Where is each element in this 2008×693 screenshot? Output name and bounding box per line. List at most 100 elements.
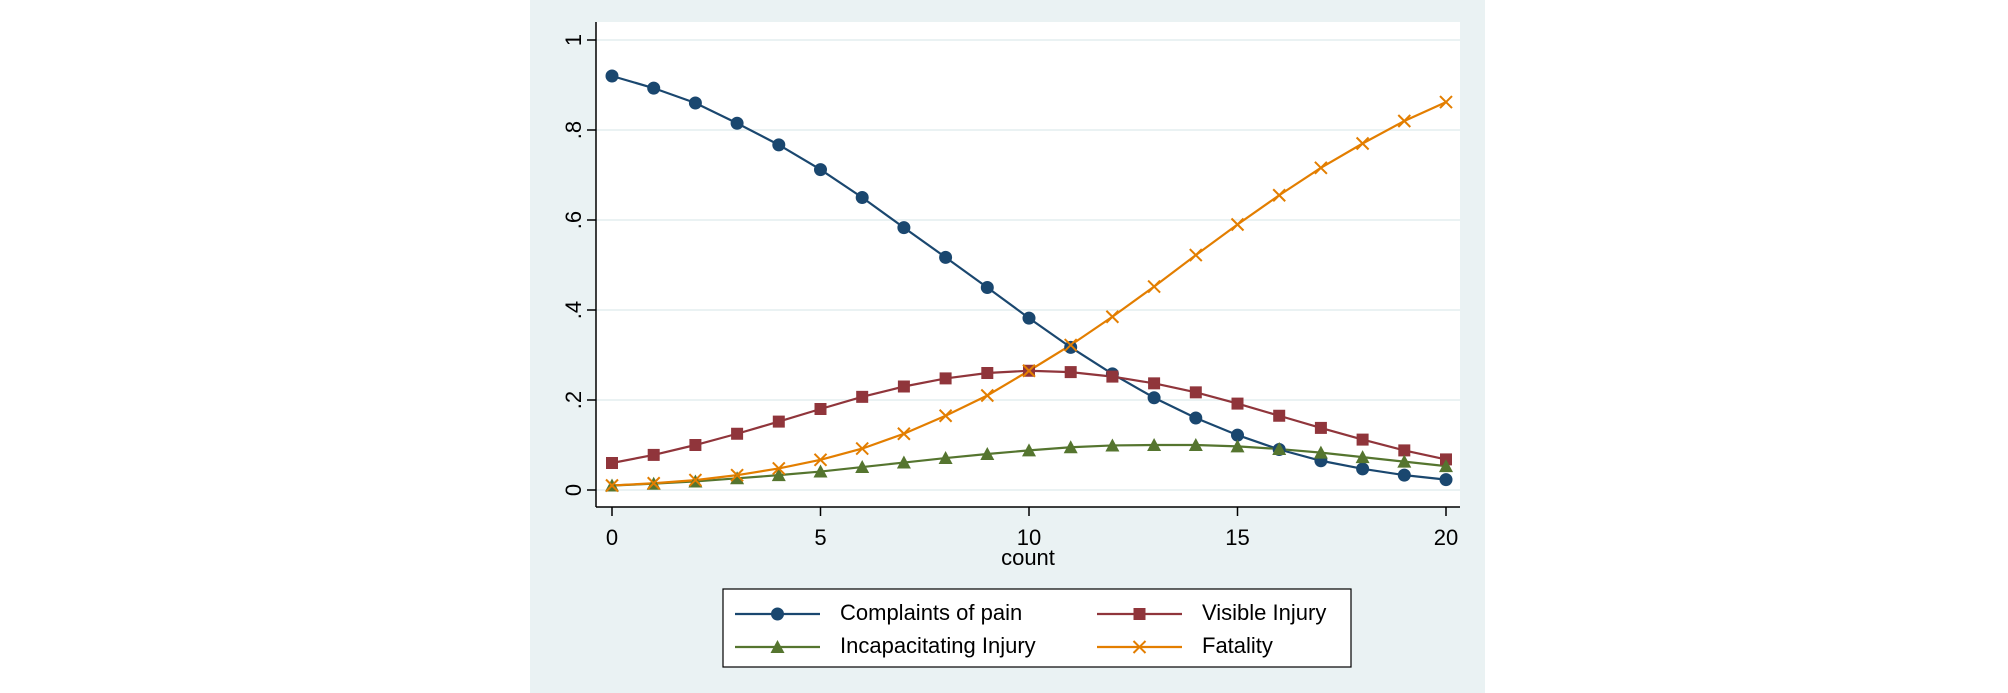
series-layer bbox=[605, 69, 1453, 493]
markers-visible-injury bbox=[606, 364, 1452, 469]
point-fatality-6 bbox=[855, 441, 869, 456]
point-fatality-19-stroke-b bbox=[1397, 114, 1412, 128]
point-incapacitating-injury-8 bbox=[938, 451, 953, 465]
point-fatality-0-stroke-b bbox=[605, 478, 619, 493]
point-visible-injury-8 bbox=[939, 372, 952, 385]
legend: Complaints of pain Visible Injury Incapaci… bbox=[722, 588, 1352, 668]
legend-item-visible-injury: Visible Injury bbox=[1097, 600, 1326, 625]
point-fatality-12 bbox=[1105, 310, 1120, 324]
y-tick-label-2: .4 bbox=[561, 301, 586, 319]
point-fatality-10 bbox=[1022, 364, 1036, 378]
point-incapacitating-injury-11 bbox=[1063, 440, 1078, 454]
point-visible-injury-0 bbox=[606, 457, 618, 469]
legend-marker-visible-injury bbox=[1133, 608, 1146, 620]
point-fatality-19 bbox=[1397, 114, 1412, 128]
point-visible-injury-18 bbox=[1356, 433, 1369, 446]
legend-box bbox=[722, 588, 1352, 668]
x-tick-label-2: 10 bbox=[1017, 525, 1041, 550]
axes: 0.2.4.6.810 5 10 15 20 bbox=[561, 22, 1460, 550]
legend-item-fatality: Fatality bbox=[1097, 633, 1273, 658]
markers-complaints-of-pain bbox=[605, 69, 1453, 487]
point-fatality-17-stroke-b bbox=[1314, 161, 1328, 175]
point-fatality-8 bbox=[938, 409, 953, 423]
gridlines bbox=[596, 39, 1460, 491]
point-complaints-of-pain-9 bbox=[980, 281, 994, 294]
point-complaints-of-pain-13 bbox=[1147, 391, 1161, 405]
point-visible-injury-5 bbox=[814, 403, 827, 415]
point-fatality-11 bbox=[1063, 338, 1078, 352]
point-fatality-5 bbox=[813, 453, 828, 467]
point-fatality-1-stroke-b bbox=[646, 476, 661, 490]
point-incapacitating-injury-10 bbox=[1022, 443, 1036, 457]
point-incapacitating-injury-6 bbox=[855, 460, 870, 474]
point-complaints-of-pain-14 bbox=[1189, 411, 1203, 425]
point-visible-injury-14 bbox=[1189, 386, 1202, 399]
point-complaints-of-pain-7 bbox=[897, 221, 911, 235]
point-fatality-10-stroke-b bbox=[1022, 364, 1036, 378]
x-tick-label-1: 5 bbox=[814, 525, 826, 550]
point-visible-injury-6 bbox=[856, 390, 869, 403]
point-fatality-20 bbox=[1439, 95, 1453, 109]
point-fatality-12-stroke-b bbox=[1105, 310, 1120, 324]
point-visible-injury-19 bbox=[1398, 444, 1411, 457]
point-complaints-of-pain-10 bbox=[1022, 311, 1036, 325]
point-incapacitating-injury-16 bbox=[1272, 442, 1287, 456]
point-complaints-of-pain-8 bbox=[939, 250, 953, 264]
point-incapacitating-injury-14 bbox=[1188, 438, 1203, 451]
point-complaints-of-pain-2 bbox=[688, 96, 702, 110]
legend-item-complaints-of-pain: Complaints of pain bbox=[735, 600, 1022, 625]
point-fatality-18 bbox=[1355, 136, 1370, 151]
point-complaints-of-pain-0 bbox=[605, 69, 619, 83]
y-tick-label-4: .8 bbox=[561, 121, 586, 139]
point-fatality-14-stroke-b bbox=[1189, 248, 1203, 262]
point-visible-injury-13 bbox=[1148, 377, 1161, 390]
legend-item-incapacitating-injury: Incapacitating Injury bbox=[735, 633, 1036, 658]
legend-marker-fatality bbox=[1132, 640, 1147, 654]
x-tick-label-0: 0 bbox=[606, 525, 618, 550]
point-fatality-7-stroke-b bbox=[897, 427, 911, 441]
legend-label-visible-injury: Visible Injury bbox=[1202, 600, 1326, 625]
point-fatality-6-stroke-b bbox=[855, 441, 869, 456]
plot-area bbox=[596, 22, 1460, 507]
point-fatality-11-stroke-b bbox=[1063, 338, 1078, 352]
point-visible-injury-12 bbox=[1106, 370, 1119, 383]
point-fatality-9 bbox=[980, 388, 995, 403]
point-incapacitating-injury-9 bbox=[980, 447, 995, 460]
point-incapacitating-injury-17 bbox=[1313, 445, 1328, 459]
point-incapacitating-injury-7 bbox=[896, 455, 911, 469]
point-complaints-of-pain-19 bbox=[1397, 468, 1411, 482]
point-fatality-13 bbox=[1147, 279, 1161, 294]
point-complaints-of-pain-1 bbox=[647, 81, 661, 95]
point-fatality-3 bbox=[730, 468, 744, 482]
point-complaints-of-pain-5 bbox=[814, 163, 827, 177]
point-fatality-15 bbox=[1230, 217, 1245, 232]
point-fatality-9-stroke-b bbox=[980, 388, 995, 403]
point-fatality-8-stroke-b bbox=[938, 409, 953, 423]
point-incapacitating-injury-18 bbox=[1355, 450, 1370, 464]
point-fatality-18-stroke-b bbox=[1355, 136, 1370, 151]
point-visible-injury-2 bbox=[689, 439, 702, 451]
point-incapacitating-injury-15 bbox=[1230, 439, 1245, 453]
point-fatality-14 bbox=[1189, 248, 1203, 262]
point-incapacitating-injury-19 bbox=[1397, 454, 1412, 468]
x-tick-label-4: 20 bbox=[1434, 525, 1458, 550]
point-complaints-of-pain-11 bbox=[1064, 340, 1078, 354]
x-tick-label-3: 15 bbox=[1225, 525, 1249, 550]
point-fatality-2 bbox=[688, 473, 703, 487]
markers-fatality bbox=[605, 95, 1453, 493]
point-incapacitating-injury-13 bbox=[1147, 438, 1162, 451]
y-tick-label-5: 1 bbox=[561, 34, 586, 46]
y-tick-label-3: .6 bbox=[561, 211, 586, 229]
point-complaints-of-pain-20 bbox=[1439, 473, 1453, 487]
point-visible-injury-7 bbox=[897, 380, 910, 393]
legend-marker-incapacitating-injury bbox=[770, 640, 785, 653]
point-visible-injury-4 bbox=[772, 415, 785, 428]
point-fatality-4-stroke-b bbox=[772, 461, 786, 476]
y-tick-label-0: 0 bbox=[561, 484, 586, 496]
y-tick-label-1: .2 bbox=[561, 391, 586, 409]
point-incapacitating-injury-4 bbox=[771, 468, 786, 482]
point-complaints-of-pain-3 bbox=[730, 116, 744, 130]
point-complaints-of-pain-18 bbox=[1356, 462, 1370, 476]
point-fatality-1 bbox=[646, 476, 661, 490]
point-fatality-16 bbox=[1272, 188, 1286, 202]
